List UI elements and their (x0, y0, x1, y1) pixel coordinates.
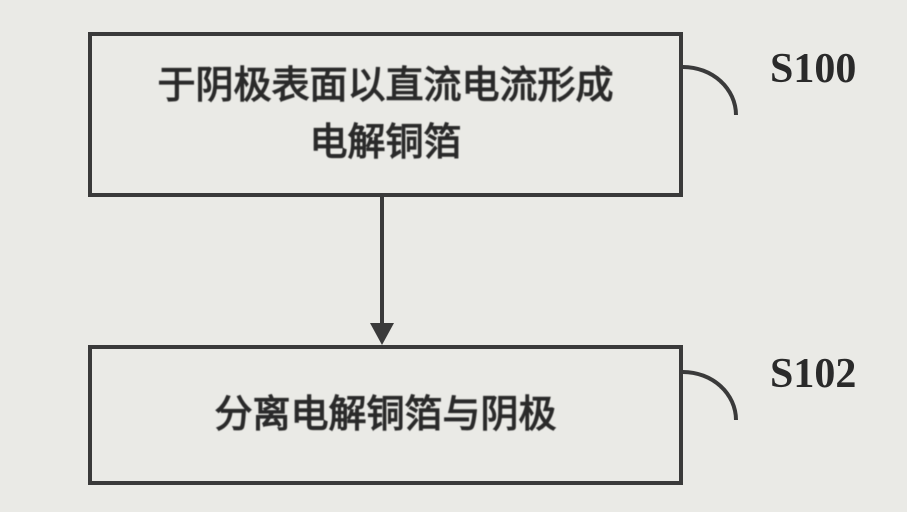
step-1-text-line-1: 于阴极表面以直流电流形成 (157, 58, 613, 115)
step-2-text-line-1: 分离电解铜箔与阴极 (214, 387, 556, 444)
flowchart-step-1: 于阴极表面以直流电流形成 电解铜箔 (88, 32, 683, 197)
step-label-2: S102 (770, 350, 856, 398)
connector-curve-2 (683, 370, 738, 420)
arrow-head (370, 323, 394, 345)
connector-curve-1 (683, 65, 738, 115)
step-label-1: S100 (770, 45, 856, 93)
arrow-line (380, 197, 384, 325)
flowchart-step-2: 分离电解铜箔与阴极 (88, 345, 683, 485)
step-1-text-line-2: 电解铜箔 (309, 115, 461, 172)
